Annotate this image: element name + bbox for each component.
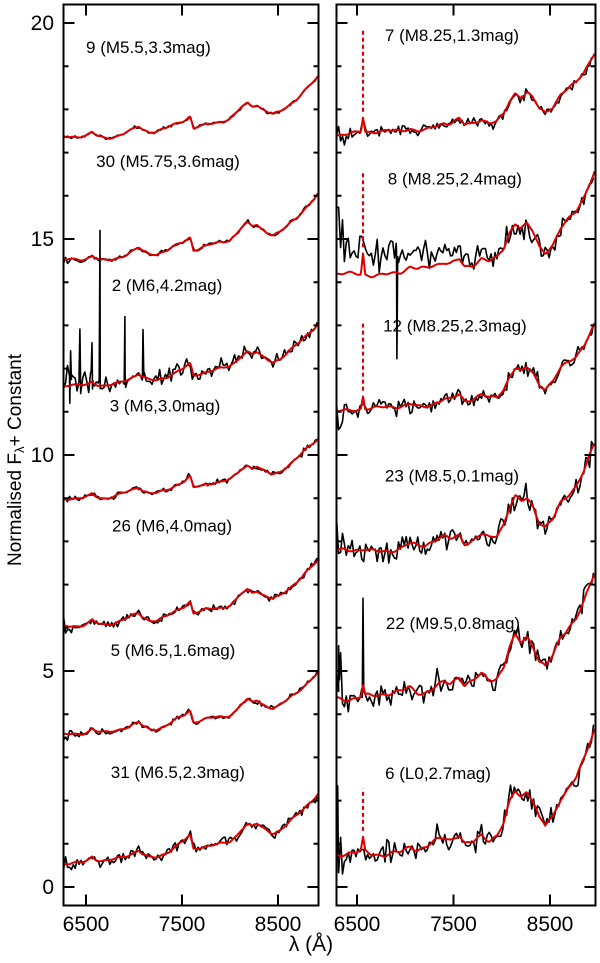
left-panel-ticks (63, 4, 319, 906)
spectrum-9-observed (64, 76, 318, 141)
spectrum-30-model (64, 192, 318, 262)
spectrum-31-observed (64, 796, 318, 871)
spectrum-9-label: 9 (M5.5,3.3mag) (86, 38, 211, 57)
spectrum-12-observed (337, 324, 595, 431)
spectrum-12-label: 12 (M8.25,2.3mag) (383, 316, 527, 335)
spectrum-22-label: 22 (M9.5,0.8mag) (386, 614, 520, 633)
spectrum-6-observed (337, 724, 595, 875)
spectrum-9-model (64, 75, 318, 140)
spectrum-5-label: 5 (M6.5,1.6mag) (111, 641, 236, 660)
spectrum-6-model (337, 728, 595, 858)
labels-layer: 9 (M5.5,3.3mag) 30 (M5.75,3.6mag) 2 (M6,4.… (31, 12, 574, 936)
y-tick-label-0: 0 (42, 876, 54, 899)
spectrum-2-observed (64, 229, 318, 404)
x-tick-label-left-8500: 8500 (255, 913, 302, 936)
axes-layer (62, 3, 597, 907)
spectrum-22-model (337, 573, 595, 703)
y-tick-label-10: 10 (31, 444, 54, 467)
y-tick-label-15: 15 (31, 228, 54, 251)
spectrum-30-label: 30 (M5.75,3.6mag) (96, 152, 240, 171)
y-axis-label-post: + Constant (4, 353, 26, 447)
right-panel-ticks (336, 4, 596, 906)
y-axis-label-pre: Normalised F (4, 453, 26, 567)
spectrum-26-label: 26 (M6,4.0mag) (112, 516, 232, 535)
spectrum-7-model (337, 53, 595, 137)
right-panel-spectra (337, 30, 595, 875)
spectrum-12-model (337, 322, 595, 413)
spectrum-26-model (64, 559, 318, 628)
spectrum-23-model (337, 442, 595, 554)
spectrum-31-label: 31 (M6.5,2.3mag) (111, 763, 245, 782)
spectrum-6-label: 6 (L0,2.7mag) (385, 764, 491, 783)
spectrum-31-model (64, 793, 318, 866)
spectrum-5-model (64, 671, 318, 736)
spectrum-26-observed (64, 557, 318, 634)
x-tick-label-left-6500: 6500 (63, 913, 110, 936)
spectrum-8-label: 8 (M8.25,2.4mag) (388, 170, 522, 189)
x-tick-label-right-6500: 6500 (334, 913, 381, 936)
spectrum-3-label: 3 (M6,3.0mag) (110, 396, 221, 415)
x-tick-label-right-7500: 7500 (430, 913, 477, 936)
spectrum-3-model (64, 438, 318, 501)
left-panel-spectra (64, 75, 318, 871)
y-axis-label-lambda-subscript: λ (12, 446, 28, 454)
y-axis-label: Normalised Fλ+ Constant (5, 354, 27, 566)
spectrum-23-label: 23 (M8.5,0.1mag) (385, 466, 519, 485)
y-tick-label-20: 20 (31, 12, 54, 35)
spectrum-7-observed (337, 57, 594, 146)
spectrum-2-label: 2 (M6,4.2mag) (112, 276, 223, 295)
x-axis-label-unit: (Å) (299, 933, 334, 956)
spectrum-8-model (337, 171, 595, 279)
spectrum-7-label: 7 (M8.25,1.3mag) (385, 26, 519, 45)
x-axis-label: λ (Å) (289, 933, 333, 957)
spectrum-30-observed (64, 194, 318, 265)
spectrum-23-observed (337, 440, 595, 564)
x-tick-label-right-8500: 8500 (527, 913, 574, 936)
x-tick-label-left-7500: 7500 (159, 913, 206, 936)
spectrum-22-observed (337, 572, 595, 713)
x-axis-label-lambda: λ (288, 933, 300, 956)
y-tick-label-5: 5 (42, 660, 54, 683)
spectra-layer (64, 30, 595, 875)
spectrum-3-observed (64, 438, 318, 503)
spectrum-2-model (64, 323, 318, 388)
